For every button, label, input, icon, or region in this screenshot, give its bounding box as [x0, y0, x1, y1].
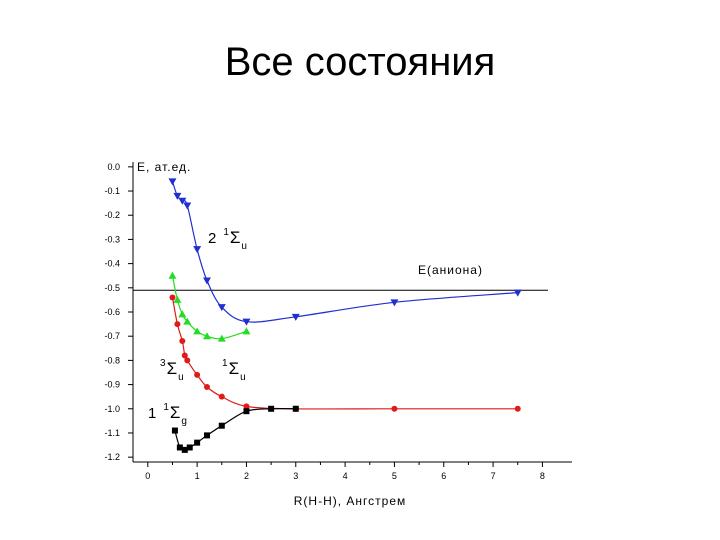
circle-marker: [391, 405, 398, 412]
plot-frame: [132, 162, 572, 463]
y-axis-label: E, ат.ед.: [137, 160, 191, 174]
triangle-up-marker: [202, 332, 211, 340]
circle-marker: [184, 357, 191, 364]
triangle-down-marker: [168, 178, 177, 186]
triangle-down-marker: [202, 277, 211, 285]
circle-marker: [174, 321, 181, 328]
series-line: [171, 297, 518, 410]
state-label-part: g: [181, 416, 187, 427]
triangle-down-marker: [390, 299, 399, 307]
square-marker: [176, 444, 183, 451]
x-tick-label: 3: [293, 471, 298, 481]
x-axis-label: R(H-H), Ангстрем: [294, 494, 407, 508]
circle-marker: [218, 393, 225, 400]
x-tick-label: 0: [145, 471, 150, 481]
series-1: [168, 178, 522, 326]
triangle-down-marker: [291, 313, 300, 321]
series-line: [171, 181, 518, 323]
circle-marker: [179, 338, 186, 345]
square-marker: [203, 432, 210, 439]
triangle-up-marker: [183, 317, 192, 325]
y-tick-label: -0.4: [104, 259, 120, 269]
y-tick-label: -1.1: [104, 428, 120, 438]
y-tick-label: -0.2: [104, 210, 120, 220]
series-3: [169, 294, 521, 412]
circle-marker: [194, 371, 201, 378]
anion-energy-label: E(аниона): [418, 263, 483, 277]
y-tick-label: -0.3: [104, 234, 120, 244]
square-marker: [171, 427, 178, 434]
triangle-up-marker: [217, 334, 226, 342]
triangle-up-marker: [173, 295, 182, 303]
y-tick-label: -0.9: [104, 380, 120, 390]
state-label-part: u: [241, 241, 247, 252]
series-line: [174, 408, 296, 451]
triangle-up-marker: [242, 327, 251, 335]
square-marker: [186, 444, 193, 451]
triangle-down-marker: [242, 318, 251, 326]
y-tick-label: -0.5: [104, 283, 120, 293]
circle-marker: [514, 405, 521, 412]
y-tick-label: 0.0: [107, 162, 120, 172]
state-label-part: u: [240, 372, 246, 383]
triangle-down-marker: [193, 246, 202, 254]
triangle-down-marker: [183, 202, 192, 210]
square-marker: [181, 446, 188, 453]
x-tick-label: 4: [343, 471, 348, 481]
triangle-down-marker: [178, 197, 187, 205]
square-marker: [243, 408, 250, 415]
circle-marker: [243, 403, 250, 410]
triangle-down-marker: [173, 192, 182, 200]
state-label-part: 1: [148, 405, 156, 422]
state-label-part: Σ: [229, 359, 240, 378]
circle-marker: [203, 384, 210, 390]
x-tick-label: 1: [195, 471, 200, 481]
triangle-up-marker: [168, 271, 177, 279]
square-marker: [268, 405, 275, 412]
x-tick-label: 2: [244, 471, 249, 481]
y-tick-label: -1.2: [104, 452, 120, 462]
y-tick-label: -0.6: [104, 307, 120, 317]
state-label-part: Σ: [230, 228, 241, 247]
state-label-part: 1: [163, 402, 169, 413]
slide-title: Все состояния: [224, 40, 496, 84]
square-marker: [218, 422, 225, 429]
y-tick-label: -0.8: [104, 355, 120, 365]
state-label-part: Σ: [167, 359, 178, 378]
axis-ticks: 0 1 2 3 4 5 6 7 80.0-0.1-0.2-0.3-0.4-0.5-0.6-0.7…: [104, 162, 544, 481]
y-tick-label: -0.7: [104, 331, 120, 341]
triangle-down-marker: [217, 304, 226, 312]
x-tick-label: 7: [491, 471, 496, 481]
series-4: [171, 405, 299, 453]
x-tick-label: 5: [392, 471, 397, 481]
series-2: [168, 271, 251, 342]
series-group: [168, 178, 522, 453]
state-label-part: Σ: [170, 403, 181, 422]
square-marker: [292, 405, 299, 412]
square-marker: [194, 439, 201, 446]
y-tick-label: -0.1: [104, 186, 120, 196]
anion-energy-line-group: E(аниона): [133, 263, 548, 291]
circle-marker: [181, 352, 188, 359]
x-tick-label: 8: [540, 471, 545, 481]
x-tick-label: 6: [441, 471, 446, 481]
state-label-part: u: [178, 372, 184, 383]
triangle-down-marker: [513, 289, 522, 297]
state-label-part: 1: [223, 227, 229, 238]
state-label-part: 2: [208, 230, 216, 247]
state-label-part: 1: [222, 358, 228, 369]
triangle-up-marker: [193, 327, 202, 335]
state-label-part: 3: [160, 358, 166, 369]
y-tick-label: -1.0: [104, 404, 120, 414]
triangle-up-marker: [178, 310, 187, 318]
circle-marker: [169, 294, 176, 301]
